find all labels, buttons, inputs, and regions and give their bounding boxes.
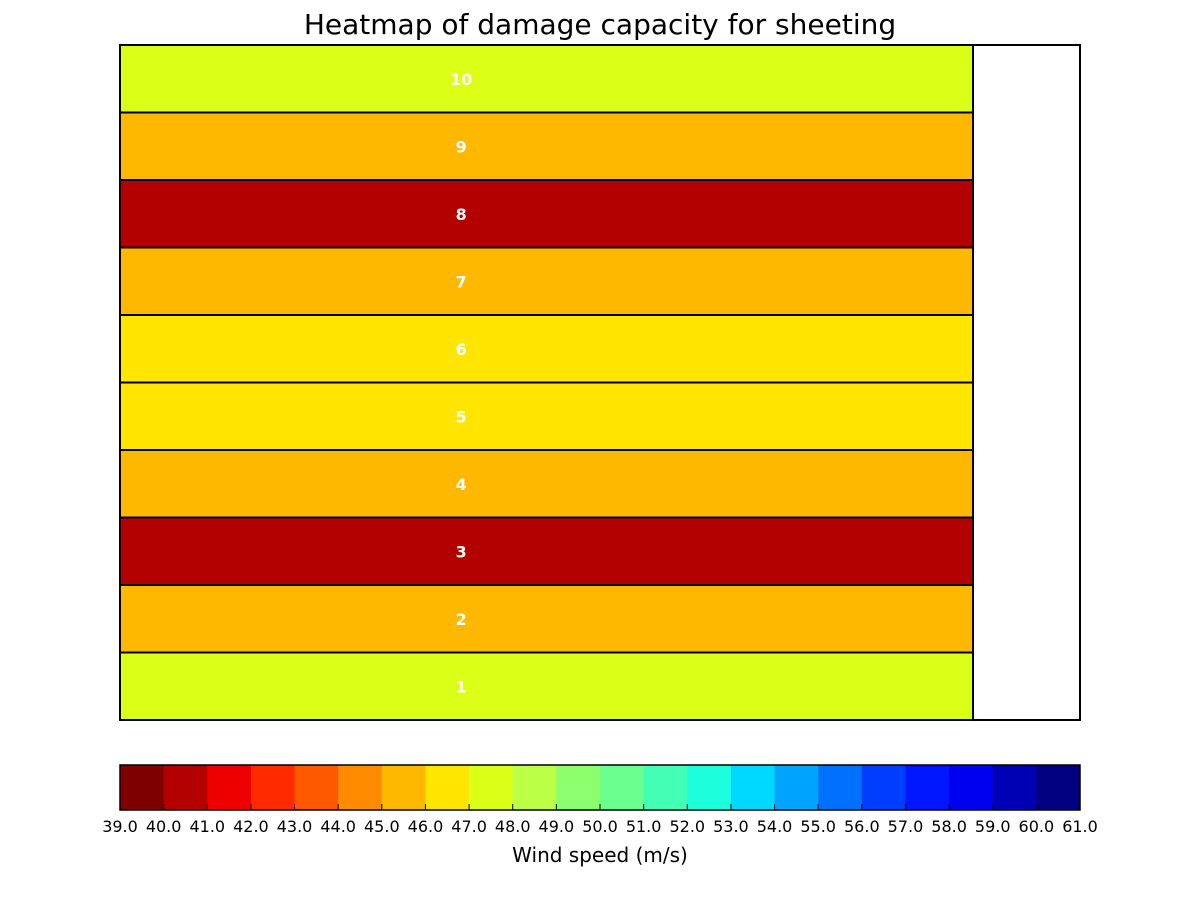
heatmap-cell-4 bbox=[119, 449, 974, 519]
heatmap-cell-5 bbox=[119, 381, 974, 451]
cell-label-2: 2 bbox=[456, 610, 467, 629]
colorbar-tick-label-41.0: 41.0 bbox=[189, 817, 225, 836]
colorbar-tick-label-55.0: 55.0 bbox=[800, 817, 836, 836]
colorbar-segment-8 bbox=[469, 765, 514, 810]
cell-label-5: 5 bbox=[456, 407, 467, 426]
colorbar-segment-16 bbox=[818, 765, 863, 810]
colorbar-tick-label-53.0: 53.0 bbox=[713, 817, 749, 836]
colorbar-segment-12 bbox=[643, 765, 688, 810]
heatmap-cell-6 bbox=[119, 314, 974, 384]
colorbar-tick-label-54.0: 54.0 bbox=[757, 817, 793, 836]
colorbar bbox=[120, 765, 1081, 810]
colorbar-segment-20 bbox=[992, 765, 1037, 810]
colorbar-tick-label-59.0: 59.0 bbox=[975, 817, 1011, 836]
colorbar-segment-19 bbox=[949, 765, 994, 810]
colorbar-segment-7 bbox=[425, 765, 470, 810]
colorbar-label: Wind speed (m/s) bbox=[512, 843, 688, 867]
colorbar-tick-label-57.0: 57.0 bbox=[888, 817, 924, 836]
colorbar-segment-0 bbox=[120, 765, 165, 810]
colorbar-tick-label-42.0: 42.0 bbox=[233, 817, 269, 836]
colorbar-segment-21 bbox=[1036, 765, 1081, 810]
colorbar-segment-4 bbox=[294, 765, 339, 810]
colorbar-tick-label-52.0: 52.0 bbox=[669, 817, 705, 836]
cell-label-4: 4 bbox=[456, 475, 467, 494]
cell-label-6: 6 bbox=[456, 340, 467, 359]
colorbar-segment-9 bbox=[512, 765, 557, 810]
colorbar-segment-6 bbox=[381, 765, 426, 810]
heatmap-cell-2 bbox=[119, 584, 974, 654]
colorbar-segment-1 bbox=[163, 765, 208, 810]
cell-label-9: 9 bbox=[456, 137, 467, 156]
colorbar-ticks: 39.0 40.0 41.0 42.0 43.0 44.0 45.0 46.0 47.0 48.0… bbox=[102, 804, 1098, 836]
colorbar-tick-label-45.0: 45.0 bbox=[364, 817, 400, 836]
cell-label-3: 3 bbox=[456, 542, 467, 561]
colorbar-segment-3 bbox=[250, 765, 296, 810]
colorbar-segment-15 bbox=[774, 765, 819, 810]
colorbar-tick-label-44.0: 44.0 bbox=[320, 817, 356, 836]
colorbar-segment-14 bbox=[730, 765, 776, 810]
colorbar-tick-label-61.0: 61.0 bbox=[1062, 817, 1098, 836]
cell-label-1: 1 bbox=[456, 677, 467, 696]
heatmap-cell-9 bbox=[119, 111, 974, 181]
colorbar-tick-label-46.0: 46.0 bbox=[408, 817, 444, 836]
colorbar-tick-label-39.0: 39.0 bbox=[102, 817, 138, 836]
colorbar-tick-label-56.0: 56.0 bbox=[844, 817, 880, 836]
colorbar-tick-label-58.0: 58.0 bbox=[931, 817, 967, 836]
colorbar-segment-10 bbox=[556, 765, 601, 810]
heatmap-cells: 10 9 8 7 6 5 4 3 2 1 bbox=[119, 44, 974, 721]
colorbar-tick-label-49.0: 49.0 bbox=[539, 817, 575, 836]
colorbar-tick-label-40.0: 40.0 bbox=[146, 817, 182, 836]
colorbar-segment-5 bbox=[338, 765, 383, 810]
colorbar-segment-13 bbox=[687, 765, 732, 810]
colorbar-tick-label-48.0: 48.0 bbox=[495, 817, 531, 836]
colorbar-segment-2 bbox=[207, 765, 252, 810]
heatmap-cell-1 bbox=[119, 651, 974, 721]
colorbar-tick-label-50.0: 50.0 bbox=[582, 817, 618, 836]
chart-title: Heatmap of damage capacity for sheeting bbox=[304, 8, 896, 41]
colorbar-tick-label-43.0: 43.0 bbox=[277, 817, 313, 836]
colorbar-tick-label-60.0: 60.0 bbox=[1019, 817, 1055, 836]
colorbar-tick-label-47.0: 47.0 bbox=[451, 817, 487, 836]
colorbar-segment-11 bbox=[600, 765, 645, 810]
heatmap-cell-7 bbox=[119, 246, 974, 316]
heatmap-cell-10 bbox=[119, 44, 974, 114]
heatmap-cell-3 bbox=[119, 516, 974, 586]
cell-label-7: 7 bbox=[456, 272, 467, 291]
axes-frame bbox=[119, 44, 1081, 721]
cell-label-10: 10 bbox=[450, 70, 472, 89]
colorbar-segment-17 bbox=[861, 765, 906, 810]
heatmap-cell-8 bbox=[119, 179, 974, 249]
cell-label-8: 8 bbox=[456, 205, 467, 224]
colorbar-tick-label-51.0: 51.0 bbox=[626, 817, 662, 836]
colorbar-segment-18 bbox=[905, 765, 950, 810]
